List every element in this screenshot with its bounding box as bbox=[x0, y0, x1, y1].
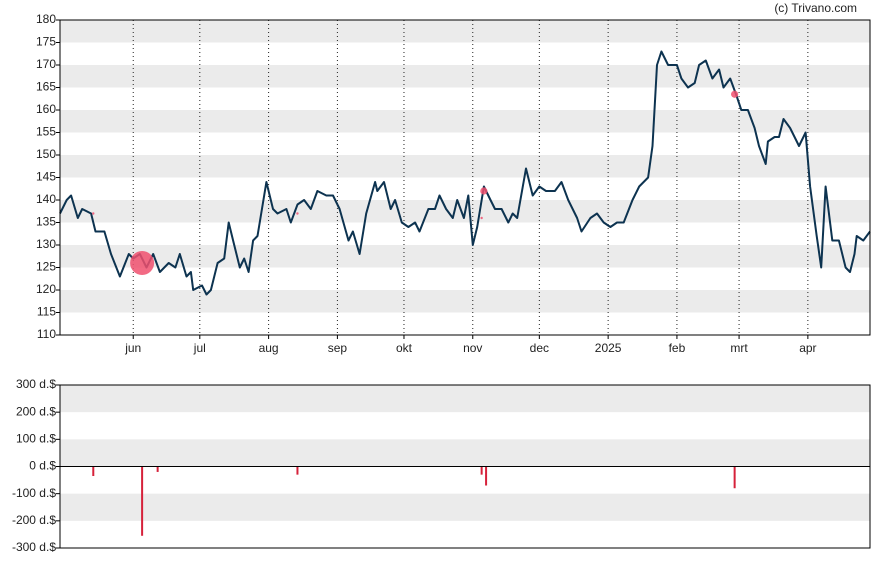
x-tick-label: aug bbox=[259, 341, 279, 355]
trade-marker bbox=[92, 212, 95, 215]
grid-band bbox=[60, 290, 870, 313]
x-tick-label: mrt bbox=[730, 341, 748, 355]
x-tick-label: dec bbox=[530, 341, 549, 355]
trade-marker bbox=[130, 251, 155, 275]
bar bbox=[141, 466, 144, 536]
price-line bbox=[59, 50, 871, 296]
y-tick-label: 135 bbox=[36, 215, 56, 229]
y-tick-label: 130 bbox=[36, 237, 56, 251]
y-tick-label: 150 bbox=[36, 147, 56, 161]
x-tick-label: jul bbox=[193, 341, 206, 355]
y-tick-label: 180 bbox=[36, 12, 56, 26]
bar bbox=[92, 466, 95, 477]
x-tick-label: 2025 bbox=[595, 341, 622, 355]
bar bbox=[480, 466, 483, 475]
y-tick-label: -300 d.$ bbox=[12, 540, 56, 554]
bar bbox=[733, 466, 736, 489]
grid-band bbox=[60, 439, 870, 467]
y-tick-label: 170 bbox=[36, 57, 56, 71]
bar bbox=[156, 466, 159, 472]
x-tick-label: nov bbox=[463, 341, 482, 355]
grid-band bbox=[60, 385, 870, 413]
y-tick-label: 175 bbox=[36, 35, 56, 49]
trade-marker bbox=[731, 90, 739, 98]
grid-band bbox=[60, 110, 870, 133]
y-tick-label: 165 bbox=[36, 80, 56, 94]
y-tick-label: 200 d.$ bbox=[16, 404, 56, 418]
trade-marker bbox=[480, 216, 483, 220]
y-tick-label: 160 bbox=[36, 102, 56, 116]
y-tick-label: 115 bbox=[37, 305, 56, 319]
grid-band bbox=[60, 65, 870, 88]
bar bbox=[296, 466, 299, 475]
plot-frame bbox=[59, 384, 871, 549]
x-tick-label: sep bbox=[328, 341, 348, 355]
trade-marker bbox=[296, 212, 299, 215]
y-tick-label: 120 bbox=[36, 282, 56, 296]
grid-band bbox=[60, 493, 870, 521]
y-tick-label: -200 d.$ bbox=[12, 513, 56, 527]
watermark: (c) Trivano.com bbox=[774, 1, 857, 15]
grid-band bbox=[60, 155, 870, 178]
x-tick-label: okt bbox=[396, 341, 413, 355]
y-tick-label: 155 bbox=[36, 125, 56, 139]
y-tick-label: 0 d.$ bbox=[29, 459, 56, 473]
y-tick-label: -100 d.$ bbox=[12, 486, 56, 500]
grid-band bbox=[60, 245, 870, 268]
x-tick-label: feb bbox=[669, 341, 686, 355]
y-tick-label: 145 bbox=[36, 170, 56, 184]
plot-frame bbox=[59, 19, 871, 336]
x-tick-label: apr bbox=[799, 341, 816, 355]
grid-band bbox=[60, 20, 870, 43]
y-tick-label: 110 bbox=[37, 327, 56, 341]
bar bbox=[485, 466, 488, 486]
trade-marker bbox=[480, 187, 488, 195]
y-tick-label: 100 d.$ bbox=[16, 432, 56, 446]
x-tick-label: jun bbox=[124, 341, 141, 355]
y-tick-label: 140 bbox=[36, 192, 56, 206]
y-tick-label: 125 bbox=[36, 260, 56, 274]
y-tick-label: 300 d.$ bbox=[16, 377, 56, 391]
